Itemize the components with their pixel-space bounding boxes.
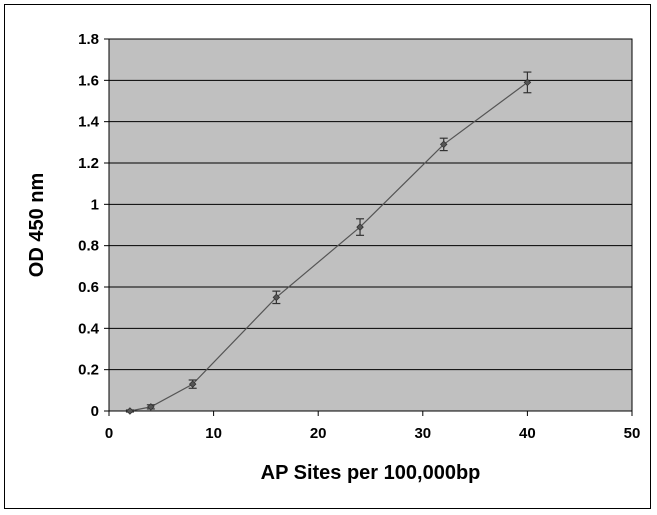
data-point	[356, 223, 364, 231]
data-point	[188, 380, 197, 388]
y-tick-label: 0.6	[78, 279, 99, 296]
data-point	[126, 407, 134, 415]
y-tick-label: 1.8	[78, 31, 99, 48]
axes	[104, 38, 633, 416]
chart-frame: 0 0.2 0.4 0.6 0.8 1 1.2 1.4 1.6 1.8 0 10 20 30 40 50 AP…	[4, 4, 651, 509]
x-tick-label: 20	[310, 425, 327, 442]
x-tick-label: 10	[205, 425, 222, 442]
data-series	[125, 71, 532, 415]
x-tick-label: 0	[105, 425, 113, 442]
y-tick-label: 0.2	[78, 362, 99, 379]
y-tick-label: 1.4	[78, 114, 100, 131]
gridlines	[109, 38, 632, 371]
y-tick-label: 1.6	[78, 72, 99, 89]
y-tick-label: 1	[91, 196, 99, 213]
y-tick-label: 0.4	[78, 320, 100, 337]
plot-area	[108, 38, 633, 412]
y-tick-label: 1.2	[78, 155, 99, 172]
y-tick-label: 0.8	[78, 238, 99, 255]
x-tick-label: 30	[414, 425, 431, 442]
data-point	[272, 293, 281, 302]
data-point	[439, 140, 448, 149]
y-tick-label: 0	[91, 403, 99, 420]
chart: 0 0.2 0.4 0.6 0.8 1 1.2 1.4 1.6 1.8 0 10 20 30 40 50 AP…	[26, 31, 640, 484]
x-axis-title: AP Sites per 100,000bp	[261, 462, 481, 484]
tick-labels: 0 0.2 0.4 0.6 0.8 1 1.2 1.4 1.6 1.8 0 10 20 30 40 50	[78, 31, 640, 442]
data-point	[147, 403, 155, 411]
x-tick-label: 50	[624, 425, 641, 442]
x-tick-label: 40	[519, 425, 536, 442]
data-point	[523, 78, 532, 87]
y-axis-title: OD 450 nm	[26, 173, 48, 277]
